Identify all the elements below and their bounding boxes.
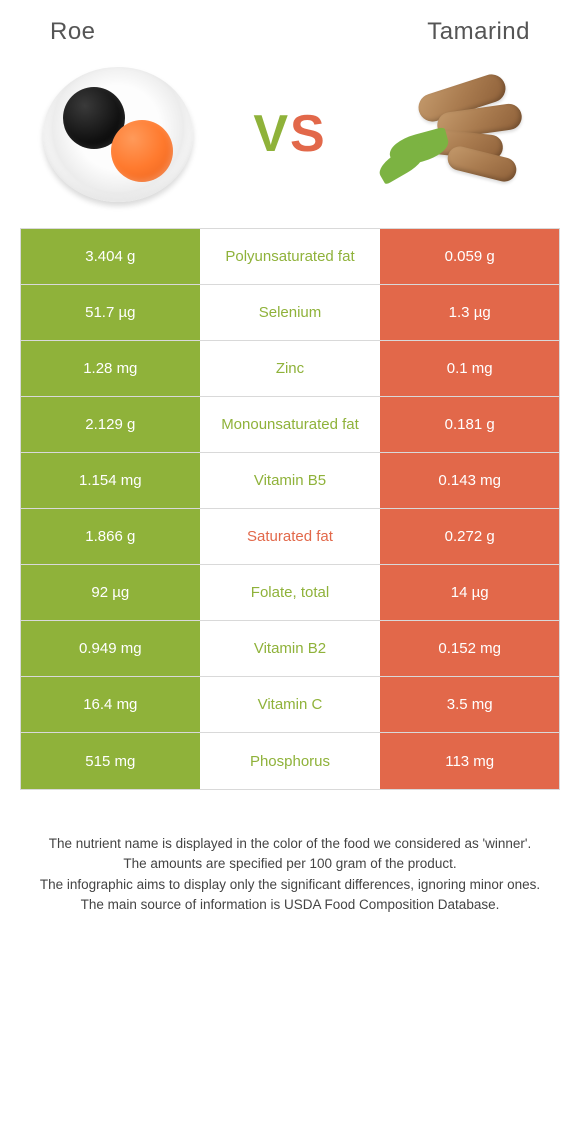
nutrient-label: Selenium xyxy=(200,285,381,340)
nutrient-label: Vitamin C xyxy=(200,677,381,732)
table-row: 515 mgPhosphorus113 mg xyxy=(21,733,559,789)
value-left: 1.866 g xyxy=(21,509,200,564)
value-right: 0.181 g xyxy=(380,397,559,452)
table-row: 2.129 gMonounsaturated fat0.181 g xyxy=(21,397,559,453)
value-right: 0.272 g xyxy=(380,509,559,564)
value-left: 16.4 mg xyxy=(21,677,200,732)
nutrient-label: Vitamin B2 xyxy=(200,621,381,676)
value-left: 3.404 g xyxy=(21,229,200,284)
title-left: Roe xyxy=(50,18,96,46)
value-left: 0.949 mg xyxy=(21,621,200,676)
nutrient-label: Monounsaturated fat xyxy=(200,397,381,452)
value-right: 14 µg xyxy=(380,565,559,620)
nutrient-label: Zinc xyxy=(200,341,381,396)
value-left: 1.28 mg xyxy=(21,341,200,396)
nutrient-table: 3.404 gPolyunsaturated fat0.059 g51.7 µg… xyxy=(20,228,560,790)
nutrient-label: Folate, total xyxy=(200,565,381,620)
roe-image xyxy=(28,64,208,204)
footer-notes: The nutrient name is displayed in the co… xyxy=(20,834,560,915)
vs-badge: VS xyxy=(253,104,326,164)
nutrient-label: Vitamin B5 xyxy=(200,453,381,508)
value-right: 0.152 mg xyxy=(380,621,559,676)
table-row: 0.949 mgVitamin B20.152 mg xyxy=(21,621,559,677)
nutrient-label: Phosphorus xyxy=(200,733,381,789)
vs-s: S xyxy=(290,104,327,164)
value-right: 113 mg xyxy=(380,733,559,789)
footer-line: The main source of information is USDA F… xyxy=(34,895,546,915)
footer-line: The amounts are specified per 100 gram o… xyxy=(34,854,546,874)
table-row: 16.4 mgVitamin C3.5 mg xyxy=(21,677,559,733)
title-right: Tamarind xyxy=(427,18,530,46)
vs-v: V xyxy=(253,104,290,164)
hero-row: VS xyxy=(20,64,560,204)
table-row: 92 µgFolate, total14 µg xyxy=(21,565,559,621)
tamarind-image xyxy=(372,64,552,204)
value-right: 3.5 mg xyxy=(380,677,559,732)
value-left: 92 µg xyxy=(21,565,200,620)
value-right: 0.143 mg xyxy=(380,453,559,508)
footer-line: The infographic aims to display only the… xyxy=(34,875,546,895)
value-right: 0.059 g xyxy=(380,229,559,284)
value-left: 515 mg xyxy=(21,733,200,789)
page: Roe Tamarind VS 3.404 gPolyunsaturated xyxy=(0,0,580,935)
table-row: 51.7 µgSelenium1.3 µg xyxy=(21,285,559,341)
table-row: 1.154 mgVitamin B50.143 mg xyxy=(21,453,559,509)
value-left: 1.154 mg xyxy=(21,453,200,508)
nutrient-label: Saturated fat xyxy=(200,509,381,564)
footer-line: The nutrient name is displayed in the co… xyxy=(34,834,546,854)
table-row: 1.866 gSaturated fat0.272 g xyxy=(21,509,559,565)
value-left: 2.129 g xyxy=(21,397,200,452)
table-row: 3.404 gPolyunsaturated fat0.059 g xyxy=(21,229,559,285)
nutrient-label: Polyunsaturated fat xyxy=(200,229,381,284)
table-row: 1.28 mgZinc0.1 mg xyxy=(21,341,559,397)
value-right: 0.1 mg xyxy=(380,341,559,396)
value-right: 1.3 µg xyxy=(380,285,559,340)
titles-row: Roe Tamarind xyxy=(20,18,560,46)
value-left: 51.7 µg xyxy=(21,285,200,340)
